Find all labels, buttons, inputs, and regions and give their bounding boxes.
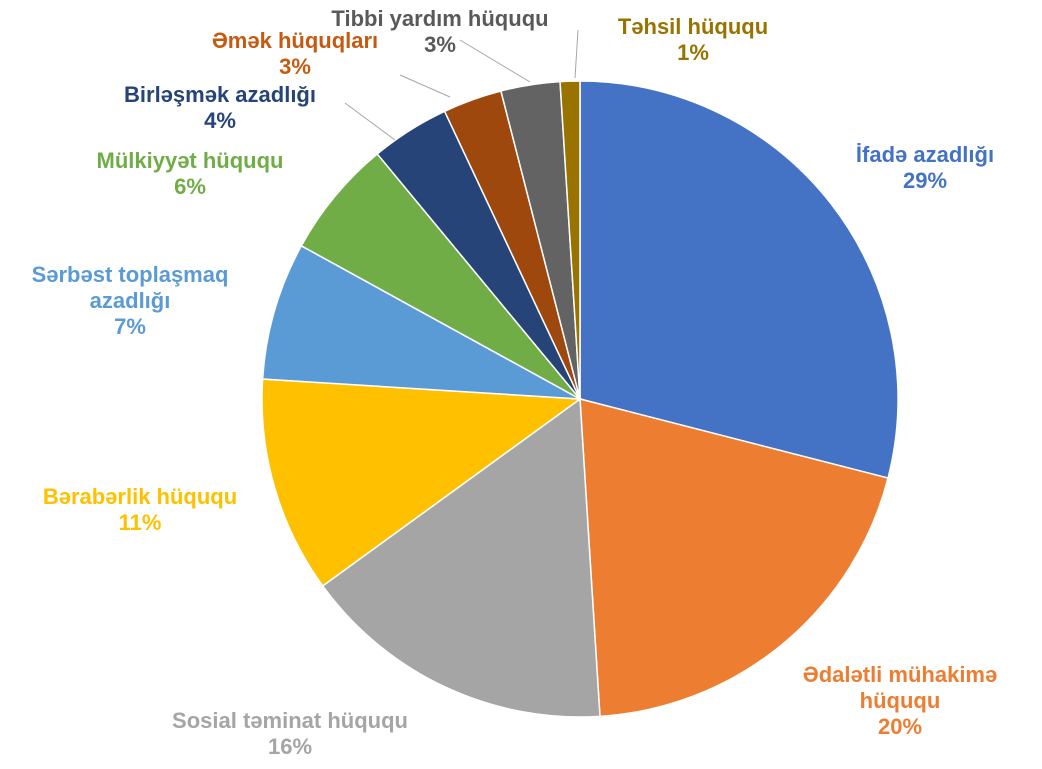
slice-label: Sərbəst toplaşmaq azadlığı 7% [5, 262, 255, 340]
category-label: Sosial təminat hüququ [172, 708, 408, 733]
value-label: 7% [114, 314, 146, 339]
slice-label: Sosial təminat hüququ 16% [172, 708, 408, 760]
pie-slice [579, 398, 889, 718]
slice-label: Təhsil hüququ 1% [618, 14, 768, 66]
pie-slice [579, 80, 899, 479]
leader-line [459, 39, 531, 83]
slice-label: Ədalətli mühakimə hüququ 20% [780, 662, 1020, 740]
category-label: Birləşmək azadlığı [124, 82, 316, 107]
value-label: 4% [204, 108, 236, 133]
leader-line [574, 29, 579, 79]
value-label: 11% [118, 510, 162, 535]
category-label: Əmək hüquqları [211, 28, 379, 53]
category-label: Bərabərlik hüququ [42, 484, 238, 509]
slice-label: Birləşmək azadlığı 4% [124, 82, 316, 134]
value-label: 20% [877, 714, 923, 739]
value-label: 1% [677, 40, 709, 65]
slice-label: Mülkiyyət hüququ 6% [97, 148, 284, 200]
pie-slice [321, 397, 601, 718]
leader-line [399, 74, 451, 98]
value-label: 29% [902, 168, 948, 193]
category-label: Ədalətli mühakimə hüququ [802, 662, 998, 713]
leader-line [344, 102, 396, 141]
value-label: 6% [174, 174, 206, 199]
pie-slice [261, 378, 583, 587]
value-label: 3% [424, 32, 456, 57]
slice-label: Tibbi yardım hüququ 3% [331, 6, 548, 58]
pie-slice [261, 244, 581, 400]
pie-slice [300, 152, 581, 400]
value-label: 3% [279, 54, 311, 79]
category-label: Təhsil hüququ [617, 14, 769, 39]
category-label: Mülkiyyət hüququ [96, 148, 284, 173]
slice-label: Bərabərlik hüququ 11% [43, 484, 237, 536]
pie-slice [559, 80, 581, 400]
slice-label: Əmək hüquqları 3% [212, 28, 378, 80]
category-label: Tibbi yardım hüququ [331, 6, 549, 31]
category-label: Sərbəst toplaşmaq azadlığı [31, 262, 229, 313]
category-label: İfadə azadlığı [855, 142, 995, 167]
value-label: 16% [267, 734, 313, 759]
slice-label: İfadə azadlığı 29% [856, 142, 994, 194]
